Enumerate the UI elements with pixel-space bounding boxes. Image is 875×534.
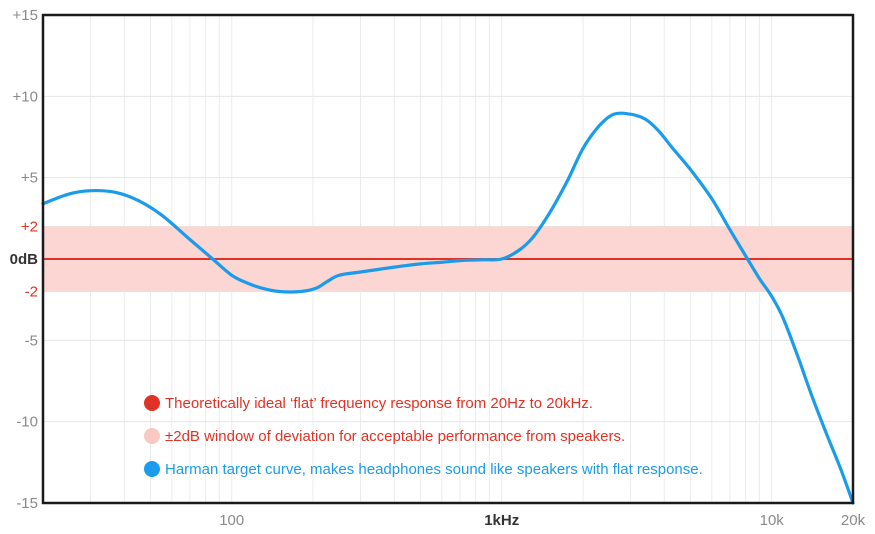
legend-marker bbox=[144, 395, 160, 411]
legend-marker bbox=[144, 428, 160, 444]
y-tick-label: +5 bbox=[21, 170, 38, 187]
y-tick-label: 0dB bbox=[10, 251, 39, 268]
y-tick-label: -5 bbox=[25, 332, 38, 349]
x-axis-ticks: 100 1kHz 10k 20k bbox=[219, 512, 865, 529]
x-tick-label: 10k bbox=[760, 512, 785, 529]
x-tick-label: 20k bbox=[841, 512, 866, 529]
legend-label: Harman target curve, makes headphones so… bbox=[165, 461, 703, 478]
legend: Theoretically ideal ‘flat’ frequency res… bbox=[144, 395, 703, 478]
series-layer bbox=[41, 111, 855, 505]
y-tick-label: +15 bbox=[13, 7, 38, 24]
y-tick-label: -10 bbox=[16, 414, 38, 431]
x-tick-label: 100 bbox=[219, 512, 244, 529]
y-tick-label: -15 bbox=[16, 495, 38, 512]
y-tick-label: -2 bbox=[25, 284, 38, 301]
y-axis-ticks: +15 +10 +5 +2 0dB -2 -5 -10 -15 bbox=[10, 7, 39, 512]
x-tick-label: 1kHz bbox=[484, 512, 519, 529]
plot-frame bbox=[41, 13, 855, 505]
series-line-harman-target bbox=[41, 111, 855, 505]
legend-label: Theoretically ideal ‘flat’ frequency res… bbox=[165, 395, 593, 412]
legend-marker bbox=[144, 461, 160, 477]
y-tick-label: +2 bbox=[21, 218, 38, 235]
legend-label: ±2dB window of deviation for acceptable … bbox=[165, 428, 625, 445]
y-tick-label: +10 bbox=[13, 88, 38, 105]
